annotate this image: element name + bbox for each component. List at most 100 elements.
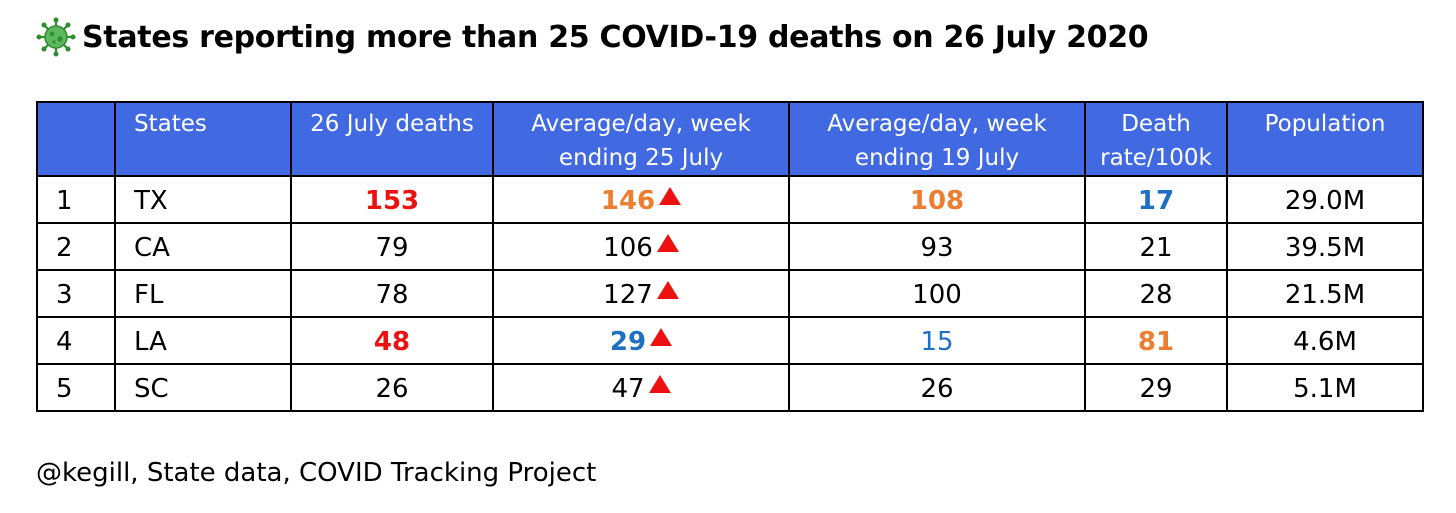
- cell-state: FL: [114, 269, 292, 318]
- source-credit: @kegill, State data, COVID Tracking Proj…: [36, 458, 597, 488]
- cell-state: TX: [114, 175, 292, 224]
- cell-avg-week-25-july: 127: [492, 269, 790, 318]
- cell-value: 28: [1139, 279, 1173, 310]
- cell-rank: 4: [36, 316, 116, 365]
- header-line: States: [134, 111, 207, 137]
- cell-value: 2: [56, 232, 73, 263]
- header-line: ending 25 July: [558, 145, 724, 171]
- cell-value: 26: [375, 373, 409, 404]
- cell-value: 146: [600, 185, 656, 216]
- cell-population: 21.5M: [1226, 269, 1424, 318]
- cell-value: CA: [134, 232, 170, 263]
- cell-26-july-deaths: 153: [290, 175, 494, 224]
- header-line: Average/day, week: [827, 111, 1047, 137]
- cell-value: 21: [1139, 232, 1173, 263]
- cell-state: CA: [114, 222, 292, 271]
- cell-value: 106: [603, 232, 653, 263]
- cell-state: LA: [114, 316, 292, 365]
- cell-population: 39.5M: [1226, 222, 1424, 271]
- cell-value: 15: [920, 326, 954, 357]
- cell-value: 127: [603, 279, 653, 310]
- cell-value: 47: [611, 373, 645, 404]
- cell-value: 78: [375, 279, 409, 310]
- virus-icon: [36, 17, 76, 57]
- up-arrow-icon: [650, 327, 673, 346]
- cell-rank: 1: [36, 175, 116, 224]
- cell-value: 79: [375, 232, 409, 263]
- cell-value: 29.0M: [1284, 185, 1366, 216]
- cell-value: 108: [909, 185, 965, 216]
- cell-death-rate: 29: [1084, 363, 1228, 412]
- title-row: States reporting more than 25 COVID-19 d…: [36, 12, 1149, 62]
- table-row: 1 TX 153 146 108 17 29.0M: [36, 175, 1424, 224]
- header-states: States: [114, 101, 292, 177]
- cell-avg-week-25-july: 29: [492, 316, 790, 365]
- cell-value: 153: [364, 185, 420, 216]
- header-line: Average/day, week: [531, 111, 751, 137]
- cell-value: 4.6M: [1293, 326, 1357, 357]
- table-row: 4 LA 48 29 15 81 4.6M: [36, 316, 1424, 365]
- header-avg-week-19-july: Average/day, week ending 19 July: [788, 101, 1086, 177]
- cell-population: 29.0M: [1226, 175, 1424, 224]
- cell-value: 81: [1137, 326, 1175, 357]
- cell-value: 3: [56, 279, 73, 310]
- cell-avg-week-19-july: 100: [788, 269, 1086, 318]
- up-arrow-icon: [656, 233, 679, 252]
- header-avg-week-25-july: Average/day, week ending 25 July: [492, 101, 790, 177]
- cell-value: LA: [134, 326, 167, 357]
- cell-value: 93: [920, 232, 954, 263]
- cell-value: FL: [134, 279, 164, 310]
- table-row: 3 FL 78 127 100 28 21.5M: [36, 269, 1424, 318]
- cell-value: 39.5M: [1284, 232, 1366, 263]
- cell-population: 5.1M: [1226, 363, 1424, 412]
- header-row: States 26 July deaths Average/day, week e…: [36, 101, 1424, 177]
- cell-avg-week-25-july: 47: [492, 363, 790, 412]
- header-line: Death: [1121, 111, 1191, 137]
- cell-death-rate: 21: [1084, 222, 1228, 271]
- cell-26-july-deaths: 78: [290, 269, 494, 318]
- cell-rank: 5: [36, 363, 116, 412]
- header-line: ending 19 July: [854, 145, 1020, 171]
- header-rank: [36, 101, 116, 177]
- cell-value: SC: [134, 373, 169, 404]
- cell-death-rate: 17: [1084, 175, 1228, 224]
- cell-26-july-deaths: 48: [290, 316, 494, 365]
- cell-death-rate: 81: [1084, 316, 1228, 365]
- cell-value: 1: [56, 185, 73, 216]
- cell-avg-week-19-july: 93: [788, 222, 1086, 271]
- cell-value: 29: [1139, 373, 1173, 404]
- page-title: States reporting more than 25 COVID-19 d…: [82, 19, 1149, 55]
- cell-value: 100: [912, 279, 962, 310]
- cell-avg-week-25-july: 146: [492, 175, 790, 224]
- cell-avg-week-19-july: 26: [788, 363, 1086, 412]
- header-line: 26 July deaths: [310, 111, 474, 137]
- cell-value: 48: [373, 326, 411, 357]
- up-arrow-icon: [659, 186, 682, 205]
- header-line: Population: [1264, 111, 1386, 137]
- cell-value: 29: [609, 326, 647, 357]
- header-death-rate: Death rate/100k: [1084, 101, 1228, 177]
- cell-value: 5.1M: [1293, 373, 1357, 404]
- cell-avg-week-19-july: 15: [788, 316, 1086, 365]
- header-population: Population: [1226, 101, 1424, 177]
- cell-rank: 3: [36, 269, 116, 318]
- cell-avg-week-19-july: 108: [788, 175, 1086, 224]
- cell-rank: 2: [36, 222, 116, 271]
- cell-26-july-deaths: 79: [290, 222, 494, 271]
- table-row: 5 SC 26 47 26 29 5.1M: [36, 363, 1424, 412]
- header-26-july-deaths: 26 July deaths: [290, 101, 494, 177]
- cell-value: 26: [920, 373, 954, 404]
- cell-population: 4.6M: [1226, 316, 1424, 365]
- cell-value: 5: [56, 373, 73, 404]
- header-line: rate/100k: [1100, 145, 1212, 171]
- up-arrow-icon: [656, 280, 679, 299]
- cell-avg-week-25-july: 106: [492, 222, 790, 271]
- up-arrow-icon: [648, 374, 671, 393]
- cell-value: TX: [134, 185, 168, 216]
- cell-value: 21.5M: [1284, 279, 1366, 310]
- cell-26-july-deaths: 26: [290, 363, 494, 412]
- table-row: 2 CA 79 106 93 21 39.5M: [36, 222, 1424, 271]
- cell-value: 17: [1137, 185, 1175, 216]
- cell-state: SC: [114, 363, 292, 412]
- covid-deaths-table: States 26 July deaths Average/day, week e…: [36, 101, 1424, 412]
